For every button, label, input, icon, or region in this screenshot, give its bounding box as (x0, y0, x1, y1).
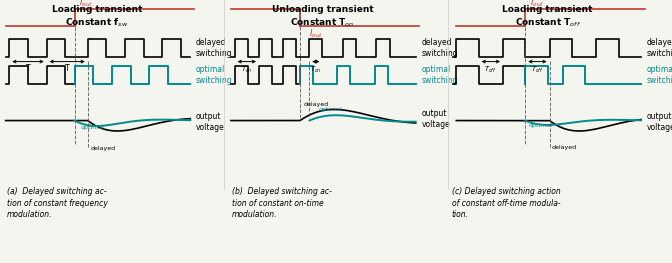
Text: (a)  Delayed switching ac-
tion of constant frequency
modulation.: (a) Delayed switching ac- tion of consta… (7, 187, 108, 219)
Text: Loading transient
Constant T$_{off}$: Loading transient Constant T$_{off}$ (503, 5, 593, 29)
Text: (c) Delayed switching action
of constant off-time modula-
tion.: (c) Delayed switching action of constant… (452, 187, 560, 219)
Text: $T_{off}$: $T_{off}$ (531, 64, 544, 74)
Text: delayed
switching: delayed switching (421, 38, 458, 58)
Text: delayed: delayed (304, 102, 329, 107)
Text: output
voltage: output voltage (646, 112, 672, 132)
Text: optimal
switching: optimal switching (421, 65, 458, 85)
Text: $I_{out}$: $I_{out}$ (530, 0, 544, 9)
Text: output
voltage: output voltage (421, 109, 450, 129)
Text: delayed: delayed (552, 145, 577, 150)
Text: $I_{out}$: $I_{out}$ (309, 28, 324, 40)
Text: optimal
switching: optimal switching (196, 65, 233, 85)
Text: delayed: delayed (91, 146, 116, 151)
Text: T: T (26, 64, 30, 73)
Text: $T_{on}$: $T_{on}$ (310, 64, 322, 74)
Text: delayed
switching: delayed switching (646, 38, 672, 58)
Text: $I_{out}$: $I_{out}$ (79, 0, 93, 9)
Text: optimal: optimal (319, 107, 343, 112)
Text: T: T (65, 64, 69, 73)
Text: Unloading transient
Constant T$_{on}$: Unloading transient Constant T$_{on}$ (271, 5, 373, 29)
Text: $T_{off}$: $T_{off}$ (485, 64, 497, 74)
Text: output
voltage: output voltage (196, 112, 224, 132)
Text: (b)  Delayed switching ac-
tion of constant on-time
modulation.: (b) Delayed switching ac- tion of consta… (232, 187, 332, 219)
Text: delayed
switching: delayed switching (196, 38, 233, 58)
Text: optimal: optimal (80, 125, 104, 130)
Text: Loading transient
Constant f$_{sw}$: Loading transient Constant f$_{sw}$ (52, 5, 142, 29)
Text: optimal: optimal (529, 123, 553, 128)
Text: optimal
switching: optimal switching (646, 65, 672, 85)
Text: $T_{on}$: $T_{on}$ (241, 64, 253, 74)
